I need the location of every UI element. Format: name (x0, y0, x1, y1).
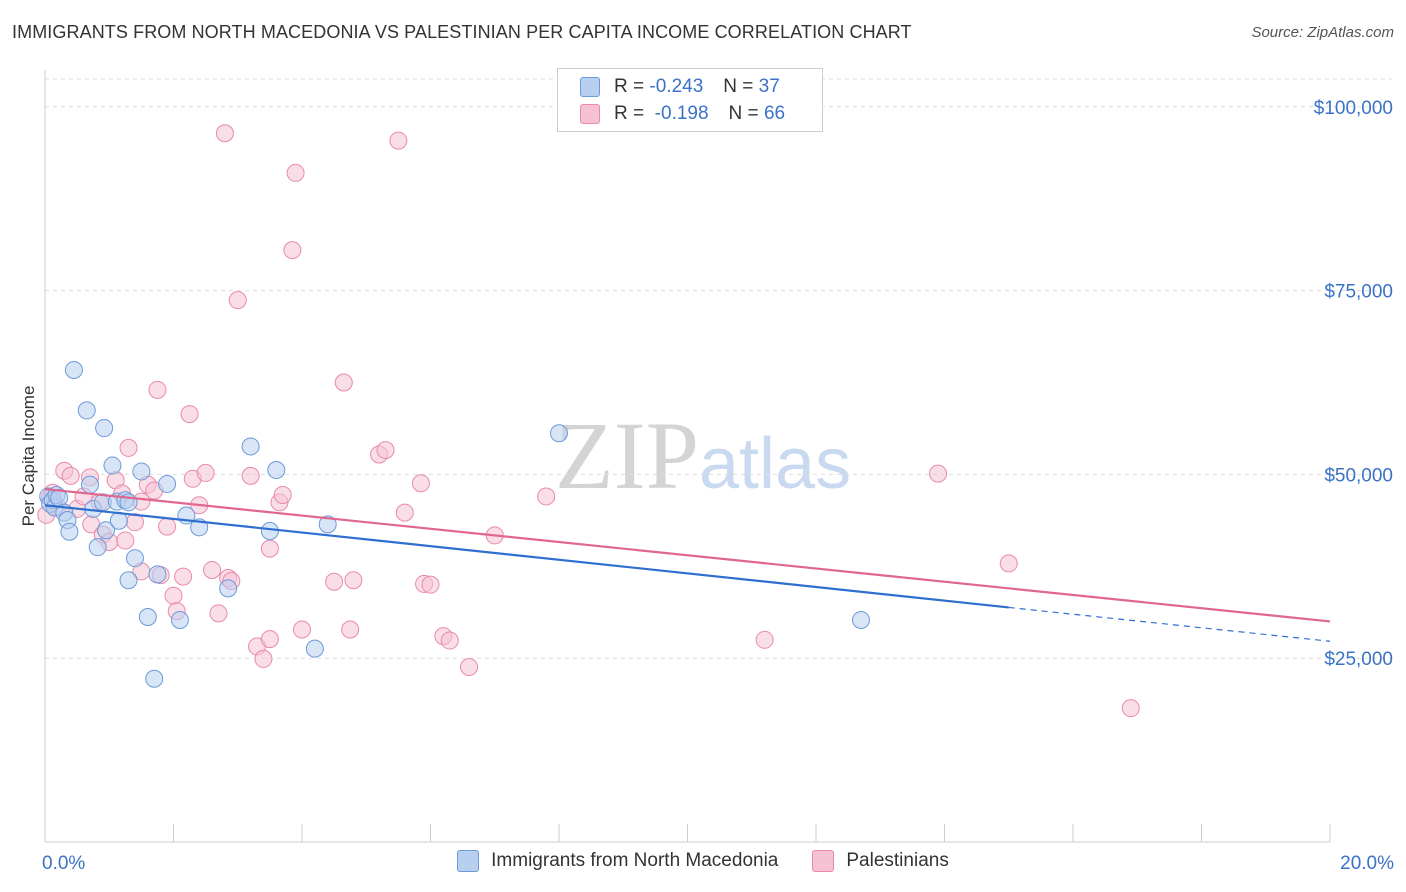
palestinian-point (334, 373, 353, 392)
legend-r-label: R = (614, 76, 645, 97)
palestinian-point (929, 464, 948, 483)
palestinian-point (228, 291, 247, 310)
macedonia-point (80, 475, 99, 494)
legend-n-label: N = (728, 103, 759, 124)
palestinian-point (999, 554, 1018, 573)
palestinian-point (196, 463, 215, 482)
palestinian-point (273, 485, 292, 504)
macedonia-point (148, 565, 167, 584)
correlation-legend: R = -0.243 N = 37 R = -0.198 N = 66 (557, 68, 823, 132)
macedonia-swatch (580, 77, 600, 97)
legend-n-value: 66 (763, 103, 786, 124)
palestinian-point (203, 560, 222, 579)
legend-n-label: N = (723, 76, 754, 97)
macedonia-point (119, 571, 138, 590)
palestinian-point (148, 380, 167, 399)
y-tick-label: $100,000 (1314, 98, 1393, 119)
palestinian-point (440, 631, 459, 650)
palestinian-point (260, 630, 279, 649)
macedonia-point (318, 515, 337, 534)
palestinian-point (325, 572, 344, 591)
macedonia-point (60, 522, 79, 541)
palestinian-point (389, 131, 408, 150)
x-tick-label-min: 0.0% (42, 853, 85, 874)
palestinian-point (293, 620, 311, 639)
palestinian-point (61, 466, 80, 485)
macedonia-point (64, 360, 83, 379)
legend-row-palestinian: R = -0.198 N = 66 (580, 102, 785, 126)
macedonia-legend-swatch (457, 850, 480, 872)
trend-lines (44, 487, 1331, 642)
macedonia-trend-extension (1008, 606, 1331, 642)
legend-n-value: 37 (758, 76, 780, 97)
palestinian-point (209, 604, 228, 623)
palestinian-point (460, 658, 479, 677)
palestinian-point (1121, 699, 1140, 718)
palestinian-legend-swatch (812, 850, 835, 872)
macedonia-point (132, 462, 151, 481)
legend-r-value: -0.198 (654, 103, 709, 124)
macedonia-point (550, 424, 568, 443)
legend-r-value: -0.243 (649, 76, 704, 97)
palestinian-trend-line (44, 487, 1331, 623)
macedonia-point (305, 639, 324, 658)
macedonia-point (170, 610, 189, 629)
macedonia-point (851, 610, 870, 629)
x-tick-label-max: 20.0% (1340, 853, 1394, 874)
y-axis-label: Per Capita Income (19, 386, 38, 527)
palestinian-swatch (580, 104, 600, 124)
macedonia-point (260, 521, 279, 540)
palestinian-point (119, 438, 138, 457)
palestinian-point (283, 241, 302, 260)
macedonia-point (103, 456, 122, 475)
palestinian-points (37, 124, 1140, 718)
macedonia-trend-line (44, 504, 1009, 609)
palestinian-point (254, 649, 273, 668)
palestinian-point (421, 575, 440, 594)
palestinian-point (286, 163, 305, 182)
palestinian-point (158, 517, 177, 536)
grid-lines (45, 78, 1392, 659)
macedonia-point (125, 549, 144, 568)
macedonia-point (267, 460, 286, 479)
macedonia-point (77, 401, 96, 420)
legend-r-label: R = (614, 103, 645, 124)
palestinian-point (411, 474, 430, 493)
chart-title: IMMIGRANTS FROM NORTH MACEDONIA VS PALES… (12, 22, 912, 42)
macedonia-point (97, 521, 116, 540)
macedonia-point (145, 669, 164, 688)
macedonia-point (138, 608, 157, 627)
macedonia-point (158, 474, 177, 493)
y-tick-label: $75,000 (1324, 282, 1393, 303)
palestinian-point (376, 441, 395, 460)
legend-item-palestinian: Palestinians (812, 850, 949, 872)
macedonia-point (219, 579, 238, 598)
palestinian-point (174, 567, 193, 586)
palestinian-point (180, 405, 199, 424)
palestinian-point (341, 620, 360, 639)
macedonia-point (241, 437, 260, 456)
palestinian-point (116, 531, 135, 550)
palestinian-point (260, 539, 279, 558)
legend-item-macedonia: Immigrants from North Macedonia (457, 850, 778, 872)
legend-row-macedonia: R = -0.243 N = 37 (580, 75, 780, 99)
macedonia-legend-label: Immigrants from North Macedonia (491, 850, 779, 871)
palestinian-point (395, 503, 414, 522)
palestinian-legend-label: Palestinians (846, 850, 949, 871)
axis-labels: $25,000 $50,000 $75,000 $100,000 0.0% 20.0% Pe… (19, 98, 1394, 874)
macedonia-point (95, 419, 114, 438)
macedonia-point (88, 538, 107, 557)
source-label: Source: ZipAtlas.com (1251, 24, 1394, 41)
y-tick-label: $50,000 (1324, 465, 1393, 486)
palestinian-point (241, 466, 260, 485)
series-legend: Immigrants from North Macedonia Palestin… (0, 850, 1406, 872)
axes (44, 70, 1331, 843)
y-tick-label: $25,000 (1324, 649, 1393, 670)
palestinian-point (164, 586, 183, 605)
palestinian-point (755, 630, 774, 649)
palestinian-point (344, 571, 363, 590)
palestinian-point (215, 124, 234, 143)
palestinian-point (537, 487, 556, 506)
